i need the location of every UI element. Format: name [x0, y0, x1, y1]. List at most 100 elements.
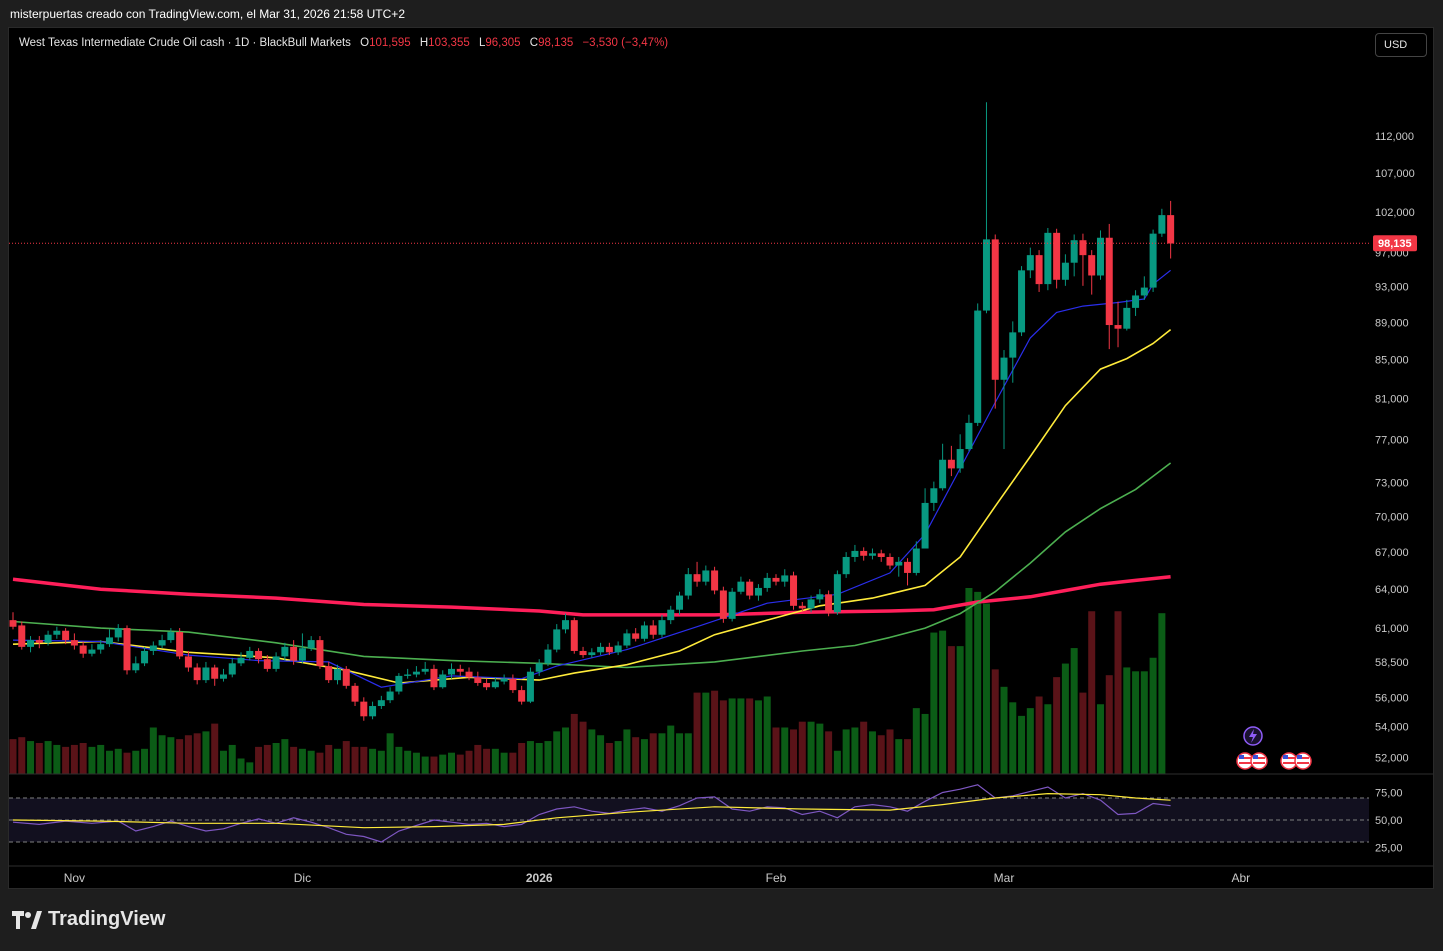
volume-bar: [816, 723, 824, 774]
close-label: C: [529, 37, 539, 49]
volume-bar: [44, 741, 52, 774]
volume-bar: [965, 588, 973, 774]
volume-bar: [1149, 657, 1157, 774]
change-value: −3,530 (−3,47%): [582, 37, 669, 49]
volume-bar: [684, 733, 692, 774]
candle-body: [947, 459, 955, 469]
candle-body: [816, 594, 824, 600]
volume-bar: [1000, 686, 1008, 774]
volume-bar: [18, 737, 26, 774]
flag-stripe: [1253, 757, 1265, 759]
symbol-legend: West Texas Intermediate Crude Oil cash ·…: [19, 37, 668, 49]
volume-bar: [570, 713, 578, 774]
price-tick-label: 89,000: [1375, 317, 1409, 329]
price-tick-label: 54,000: [1375, 722, 1409, 734]
tradingview-logo[interactable]: TradingView: [12, 908, 165, 931]
volume-bar: [614, 741, 622, 774]
candle-body: [544, 649, 552, 664]
candle-body: [184, 656, 192, 668]
volume-bar: [798, 721, 806, 774]
candle-body: [272, 656, 280, 669]
candle-body: [790, 575, 798, 606]
candle-body: [1158, 215, 1166, 234]
volume-bar: [728, 698, 736, 774]
volume-bar: [149, 727, 157, 774]
volume-bar: [562, 727, 570, 774]
candle-body: [930, 488, 938, 503]
candle-body: [798, 605, 806, 609]
volume-bar: [298, 748, 306, 774]
volume-bar: [982, 603, 990, 774]
candle-body: [965, 422, 973, 450]
currency-button[interactable]: USD: [1375, 33, 1427, 57]
volume-bar: [632, 737, 640, 774]
volume-bar: [702, 692, 710, 774]
candle-body: [500, 678, 508, 682]
candle-body: [939, 459, 947, 489]
candle-body: [141, 650, 149, 664]
candle-body: [70, 640, 78, 646]
candle-body: [1035, 255, 1043, 285]
candle-body: [9, 620, 17, 627]
symbol-title[interactable]: West Texas Intermediate Crude Oil cash ·…: [19, 37, 351, 49]
candle-body: [491, 681, 499, 688]
candle-body: [53, 630, 61, 635]
price-tick-label: 52,000: [1375, 752, 1409, 764]
flag-stripe: [1297, 757, 1309, 759]
volume-bar: [790, 729, 798, 774]
volume-bar: [851, 727, 859, 774]
candle-body: [562, 620, 570, 630]
volume-bar: [430, 756, 438, 774]
volume-bar: [509, 752, 517, 774]
candle-body: [44, 634, 52, 643]
volume-bar: [640, 739, 648, 774]
volume-bar: [974, 591, 982, 774]
volume-bar: [658, 733, 666, 774]
volume-bar: [588, 729, 596, 774]
tradingview-logo-icon: [12, 910, 42, 929]
flag-canton: [1253, 755, 1258, 759]
candle-body: [325, 666, 333, 681]
volume-bar: [781, 727, 789, 774]
candle-body: [825, 594, 833, 613]
chart-area[interactable]: 112,000 107,000 102,000 97,000 93,000 89,000 8…: [8, 27, 1434, 889]
candle-body: [1105, 237, 1113, 326]
candle-body: [833, 574, 841, 613]
volume-bar: [255, 746, 263, 774]
volume-bar: [88, 746, 96, 774]
flag-stripe: [1239, 757, 1251, 759]
volume-bar: [377, 750, 385, 774]
flag-stripe: [1239, 762, 1251, 764]
volume-bar: [1114, 611, 1122, 774]
candle-body: [1096, 237, 1104, 276]
flag-stripe: [1283, 762, 1295, 764]
candle-body: [509, 678, 517, 691]
candle-body: [1026, 255, 1034, 271]
low-value: 96,305: [485, 37, 521, 49]
chart-caption: misterpuertas creado con TradingView.com…: [10, 7, 405, 21]
volume-bar: [184, 735, 192, 774]
price-tick-label: 67,000: [1375, 547, 1409, 559]
candle-body: [307, 640, 315, 649]
volume-bar: [772, 727, 780, 774]
candle-body: [667, 609, 675, 621]
candle-body: [97, 644, 105, 650]
volume-bar: [1132, 671, 1140, 774]
volume-bar: [176, 739, 184, 774]
volume-bar: [281, 739, 289, 774]
sma-slow-line: [12, 462, 1172, 669]
volume-bar: [491, 748, 499, 774]
candlestick-chart[interactable]: 112,000107,000102,00097,00093,00089,0008…: [9, 28, 1433, 888]
volume-bar: [167, 737, 175, 774]
volume-bar: [1140, 671, 1148, 774]
volume-bar: [807, 721, 815, 774]
candle-body: [281, 646, 289, 657]
candle-body: [640, 625, 648, 639]
candle-body: [149, 645, 157, 651]
volume-bar: [895, 739, 903, 774]
volume-bar: [1079, 692, 1087, 774]
volume-bar: [1070, 648, 1078, 774]
candle-body: [237, 657, 245, 664]
volume-bar: [237, 758, 245, 774]
candle-body: [351, 685, 359, 702]
